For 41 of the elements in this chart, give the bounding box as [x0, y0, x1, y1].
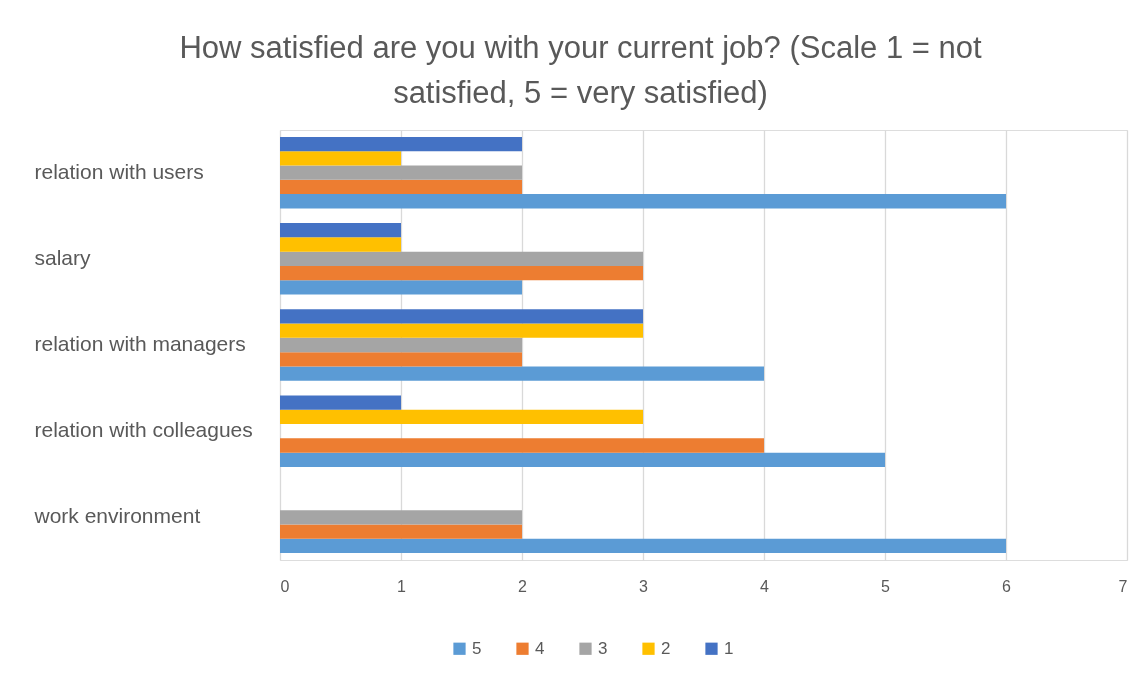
x-tick-label: 7 [1118, 577, 1128, 595]
x-tick-label: 2 [518, 577, 528, 595]
bar [280, 265, 643, 281]
y-tick-label: salary [34, 245, 92, 269]
y-tick-label: relation with managers [34, 332, 246, 355]
chart-title: How satisfied are you with your current job? (Scale 1 = not satisfied, 5 = very satisfied) [179, 30, 982, 110]
bar [280, 309, 643, 324]
bar [280, 395, 401, 410]
bar [280, 323, 643, 338]
bar [280, 165, 522, 180]
bar [280, 136, 522, 152]
bar [280, 251, 643, 266]
bar [280, 524, 522, 539]
bar [280, 438, 764, 453]
bar [280, 409, 643, 425]
bar [280, 179, 522, 195]
x-tick-label: 6 [1002, 577, 1012, 595]
bar [280, 194, 1006, 209]
bar [280, 452, 885, 467]
x-tick-label: 4 [760, 577, 770, 595]
bar [280, 337, 522, 353]
bar [280, 223, 401, 238]
bar [280, 352, 522, 367]
legend-label: 3 [598, 638, 608, 658]
legend-label: 2 [661, 638, 671, 658]
x-tick-label: 5 [881, 577, 891, 595]
legend-label: 4 [535, 638, 545, 658]
legend-label: 1 [724, 638, 734, 658]
x-tick-label: 0 [280, 577, 290, 595]
y-tick-label: work environment [33, 504, 201, 528]
bar [280, 510, 522, 525]
legend-label: 5 [472, 638, 482, 658]
bar [280, 538, 1006, 554]
x-tick-label: 1 [397, 577, 407, 595]
y-tick-label: relation with colleagues [34, 418, 253, 442]
y-tick-label: relation with users [34, 159, 204, 183]
bar [280, 280, 522, 295]
x-tick-label: 3 [639, 577, 649, 595]
bar [280, 151, 401, 166]
bar [280, 366, 764, 381]
bar [280, 237, 401, 252]
